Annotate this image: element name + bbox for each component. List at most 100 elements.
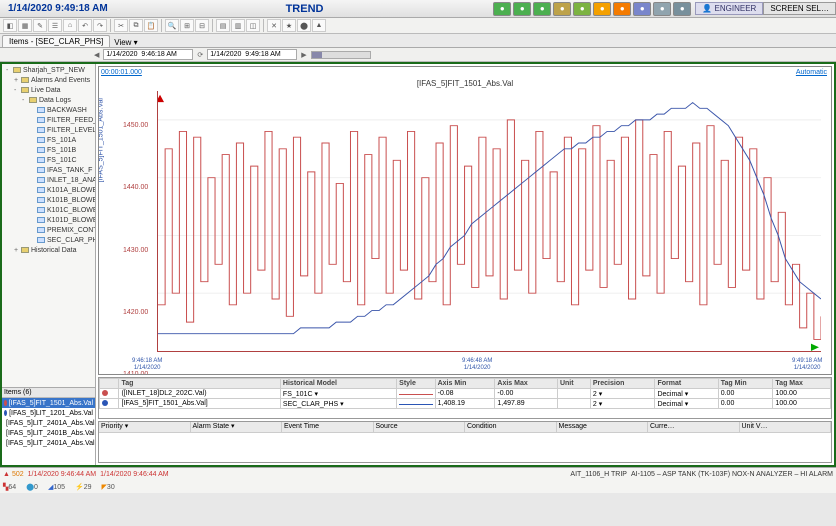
toolbar-btn-9[interactable]: ⧉: [129, 19, 143, 32]
toolbar-btn-16[interactable]: ▤: [216, 19, 230, 32]
left-panel: -Sharjah_STP_NEW+Alarms And Events-Live …: [2, 64, 96, 465]
toolbar-btn-17[interactable]: ▥: [231, 19, 245, 32]
tree-node[interactable]: -Data Logs: [4, 96, 93, 106]
tab-bar: Items - [SEC_CLAR_PHS] View ▾: [0, 34, 836, 48]
tree-node[interactable]: FS_101C: [4, 156, 93, 166]
toolbar-btn-20[interactable]: ✕: [267, 19, 281, 32]
alarm-col[interactable]: Condition: [465, 422, 557, 432]
range-slider[interactable]: [311, 51, 371, 59]
chart-automatic-link[interactable]: Automatic: [796, 69, 827, 76]
nav-btn-0[interactable]: ●: [493, 2, 511, 16]
ytick: 1450.00: [123, 122, 148, 352]
tree-node[interactable]: K101D_BLOWER: [4, 216, 93, 226]
datetime-to-input[interactable]: [207, 49, 297, 60]
header-title: TREND: [116, 3, 494, 15]
toolbar: ◧▦✎☰⌂↶↷ ✂⧉📋 🔍⊞⊟ ▤▥◫ ✕★⬤▲: [0, 18, 836, 34]
toolbar-btn-14[interactable]: ⊟: [195, 19, 209, 32]
tree-node[interactable]: -Sharjah_STP_NEW: [4, 66, 93, 76]
nav-btn-4[interactable]: ●: [573, 2, 591, 16]
tree-node[interactable]: BACKWASH: [4, 106, 93, 116]
nav-btn-6[interactable]: ●: [613, 2, 631, 16]
tree-node[interactable]: -Live Data: [4, 86, 93, 96]
header-buttons: ●●●●●●●●●●: [493, 2, 695, 16]
bell-icon[interactable]: ▲: [3, 471, 10, 478]
toolbar-btn-3[interactable]: ☰: [48, 19, 62, 32]
drop-icon: ⬤: [26, 484, 34, 491]
tree-node[interactable]: K101A_BLOWER: [4, 186, 93, 196]
toolbar-btn-0[interactable]: ◧: [3, 19, 17, 32]
alarm-col[interactable]: Message: [557, 422, 649, 432]
pen-row[interactable]: [IFAS_5]FIT_1501_Abs.Val]SEC_CLAR_PHS ▾ …: [100, 399, 831, 409]
tree-node[interactable]: K101B_BLOWER: [4, 196, 93, 206]
nav-btn-7[interactable]: ●: [633, 2, 651, 16]
toolbar-btn-2[interactable]: ✎: [33, 19, 47, 32]
toolbar-btn-23[interactable]: ▲: [312, 19, 326, 32]
tree-node[interactable]: FS_101B: [4, 146, 93, 156]
alarm-col[interactable]: Curre…: [648, 422, 740, 432]
screen-select-button[interactable]: SCREEN SEL…: [763, 2, 836, 15]
items-row[interactable]: [IFAS_5]LIT_1201_Abs.Val: [2, 408, 95, 418]
items-panel: Items (6) [IFAS_5]FIT_1501_Abs.Val[IFAS_…: [2, 387, 95, 465]
alarm-count: 502: [12, 471, 24, 478]
xlabel: 9:46:18 AM1/14/2020: [132, 358, 162, 372]
status-trip: AIT_1106_H TRIP: [570, 471, 627, 478]
nav-next-icon[interactable]: ▶: [301, 51, 306, 59]
tree-node[interactable]: PREMIX_CONTACT_TANK: [4, 226, 93, 236]
tree-node[interactable]: IFAS_TANK_F: [4, 166, 93, 176]
toolbar-btn-22[interactable]: ⬤: [297, 19, 311, 32]
tree-node[interactable]: FILTER_FEED_PUMPS: [4, 116, 93, 126]
xlabel: 9:49:18 AM1/14/2020: [792, 358, 822, 372]
tree: -Sharjah_STP_NEW+Alarms And Events-Live …: [2, 64, 95, 258]
chart-plot-area: [157, 91, 821, 352]
tree-node[interactable]: SEC_CLAR_PHS: [4, 236, 93, 246]
toolbar-btn-21[interactable]: ★: [282, 19, 296, 32]
alarm-col[interactable]: Source: [374, 422, 466, 432]
nav-btn-2[interactable]: ●: [533, 2, 551, 16]
toolbar-btn-4[interactable]: ⌂: [63, 19, 77, 32]
current-user-badge[interactable]: 👤 ENGINEER: [695, 2, 763, 15]
toolbar-btn-6[interactable]: ↷: [93, 19, 107, 32]
items-row[interactable]: [IFAS_5]LIT_2401A_Abs.Val: [2, 438, 95, 448]
toolbar-btn-18[interactable]: ◫: [246, 19, 260, 32]
items-row[interactable]: [IFAS_5]LIT_2401A_Abs.Val: [2, 418, 95, 428]
refresh-icon[interactable]: ⟳: [197, 51, 203, 59]
items-row[interactable]: [IFAS_5]FIT_1501_Abs.Val: [2, 398, 95, 408]
alarm-col[interactable]: Event Time: [282, 422, 374, 432]
chart-ylabel: [IFAS_5]FIT_1501_Abs.Val: [98, 98, 105, 182]
toolbar-btn-10[interactable]: 📋: [144, 19, 158, 32]
tab-items[interactable]: Items - [SEC_CLAR_PHS]: [2, 35, 110, 47]
nav-btn-1[interactable]: ●: [513, 2, 531, 16]
toolbar-btn-8[interactable]: ✂: [114, 19, 128, 32]
alarm-col[interactable]: Unit V…: [740, 422, 832, 432]
tree-node[interactable]: FILTER_LEVEL_TRANSMITTE: [4, 126, 93, 136]
toolbar-btn-12[interactable]: 🔍: [165, 19, 179, 32]
chart-duration-link[interactable]: 00:00:01.000: [101, 69, 142, 76]
center-panel: 00:00:01.000 Automatic [IFAS_5]FIT_1501_…: [96, 64, 834, 465]
nav-btn-8[interactable]: ●: [653, 2, 671, 16]
toolbar-btn-1[interactable]: ▦: [18, 19, 32, 32]
pen-row[interactable]: ([INLET_18]DL2_202C.Val)FS_101C ▾ -0.08-…: [100, 389, 831, 399]
nav-prev-icon[interactable]: ◀: [94, 51, 99, 59]
tree-node[interactable]: INLET_18_ANALYZER: [4, 176, 93, 186]
nav-btn-3[interactable]: ●: [553, 2, 571, 16]
toolbar-btn-13[interactable]: ⊞: [180, 19, 194, 32]
nav-btn-5[interactable]: ●: [593, 2, 611, 16]
nav-btn-9[interactable]: ●: [673, 2, 691, 16]
items-header: Items (6): [2, 388, 95, 398]
view-dropdown[interactable]: View ▾: [114, 38, 137, 47]
items-row[interactable]: [IFAS_5]LIT_2401B_Abs.Val: [2, 428, 95, 438]
tree-node[interactable]: K101C_BLOWER: [4, 206, 93, 216]
tree-node[interactable]: FS_101A: [4, 136, 93, 146]
datetime-range-row: ◀ ⟳ ▶: [0, 48, 836, 62]
toolbar-btn-5[interactable]: ↶: [78, 19, 92, 32]
tree-node[interactable]: +Historical Data: [4, 246, 93, 256]
bolt-icon: ⚡: [75, 484, 84, 491]
status-bar: ▲502 1/14/2020 9:46:44 AM 1/14/2020 9:46…: [0, 467, 836, 480]
alarm-col[interactable]: Alarm State ▾: [191, 422, 283, 432]
pen-grid: TagHistorical ModelStyleAxis MinAxis Max…: [98, 377, 832, 419]
tree-node[interactable]: +Alarms And Events: [4, 76, 93, 86]
alarm-col[interactable]: Priority ▾: [99, 422, 191, 432]
chart-title: [IFAS_5]FIT_1501_Abs.Val: [99, 79, 831, 88]
status-bar-2: ▚64 ⬤0 ◢105 ⚡29 ◤30: [0, 480, 836, 493]
datetime-from-input[interactable]: [103, 49, 193, 60]
